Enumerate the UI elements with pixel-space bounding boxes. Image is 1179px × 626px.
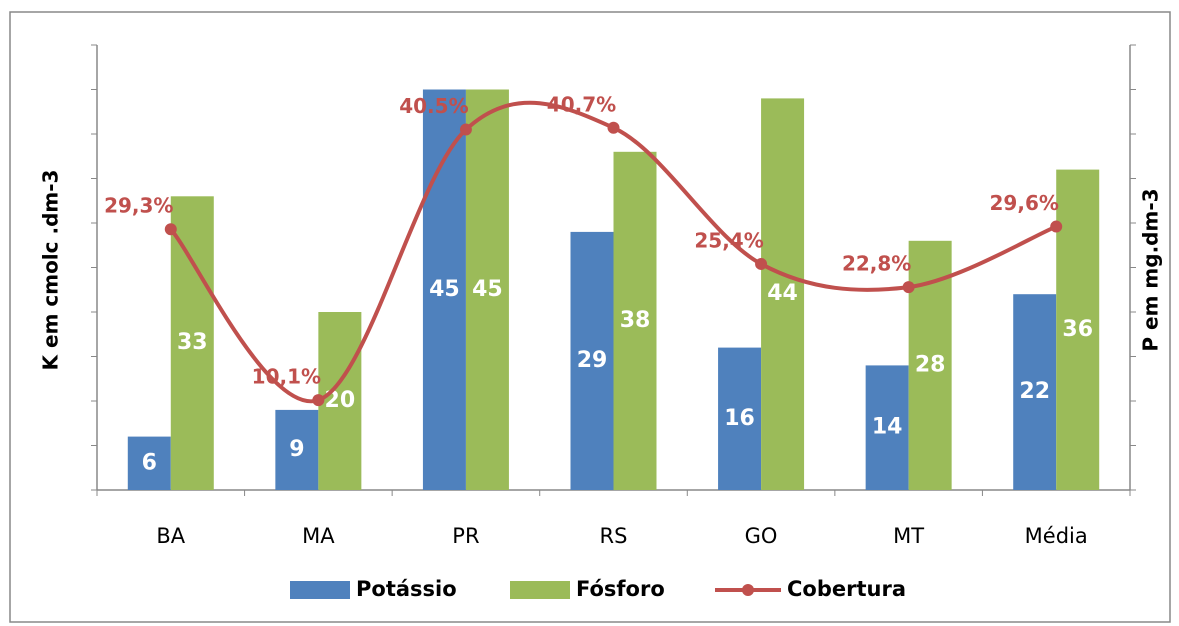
data-label: 6 xyxy=(142,450,157,475)
data-label: 14 xyxy=(872,415,903,440)
bar xyxy=(465,89,509,490)
x-tick-label: BA xyxy=(156,524,185,548)
line-point xyxy=(1050,220,1063,233)
legend-label: Potássio xyxy=(356,577,457,601)
data-label: 36 xyxy=(1062,317,1093,342)
bar xyxy=(275,409,319,490)
bar xyxy=(1013,294,1057,490)
data-label: 10,1% xyxy=(252,365,321,389)
bar xyxy=(170,196,214,491)
data-label: 25,4% xyxy=(694,228,763,252)
line xyxy=(169,100,1057,404)
data-label: 40,7% xyxy=(547,92,616,116)
data-label: 38 xyxy=(620,308,651,333)
x-tick-label: MA xyxy=(302,524,335,548)
legend-swatch xyxy=(290,581,350,599)
data-label: 22 xyxy=(1019,379,1050,404)
line-point xyxy=(902,281,915,294)
y2-axis-title: P em mg.dm-3 xyxy=(1139,188,1163,351)
x-tick-label: GO xyxy=(745,524,778,548)
legend-label: Fósforo xyxy=(576,577,665,601)
bar xyxy=(318,312,362,490)
line-point xyxy=(607,121,620,134)
bar xyxy=(127,436,171,490)
data-label: 45 xyxy=(472,277,503,302)
data-label: 33 xyxy=(177,330,208,355)
x-tick-label: MT xyxy=(893,524,924,548)
data-label: 29,3% xyxy=(104,194,173,218)
y-axis-title: K em cmolc .dm-3 xyxy=(39,170,63,371)
legend-label: Cobertura xyxy=(787,577,906,601)
x-tick-label: PR xyxy=(452,524,479,548)
data-label: 45 xyxy=(429,277,460,302)
bar xyxy=(718,347,762,490)
line-point xyxy=(755,257,768,270)
bar xyxy=(613,151,657,491)
line-point xyxy=(459,123,472,136)
data-label: 16 xyxy=(724,406,755,431)
data-label: 29,6% xyxy=(990,191,1059,215)
line-point xyxy=(164,223,177,236)
legend-marker xyxy=(742,584,754,596)
bar xyxy=(570,231,614,490)
data-label: 44 xyxy=(767,281,798,306)
data-label: 22,8% xyxy=(842,252,911,276)
data-label: 29 xyxy=(577,348,608,373)
bar xyxy=(1056,169,1100,490)
legend-swatch xyxy=(510,581,570,599)
data-label: 40.5% xyxy=(399,94,468,118)
data-label: 28 xyxy=(915,352,946,377)
x-tick-label: RS xyxy=(600,524,628,548)
line-point xyxy=(312,394,325,407)
x-tick-label: Média xyxy=(1025,524,1088,548)
bar xyxy=(761,98,805,491)
bar xyxy=(865,365,909,490)
data-label: 9 xyxy=(289,437,304,462)
